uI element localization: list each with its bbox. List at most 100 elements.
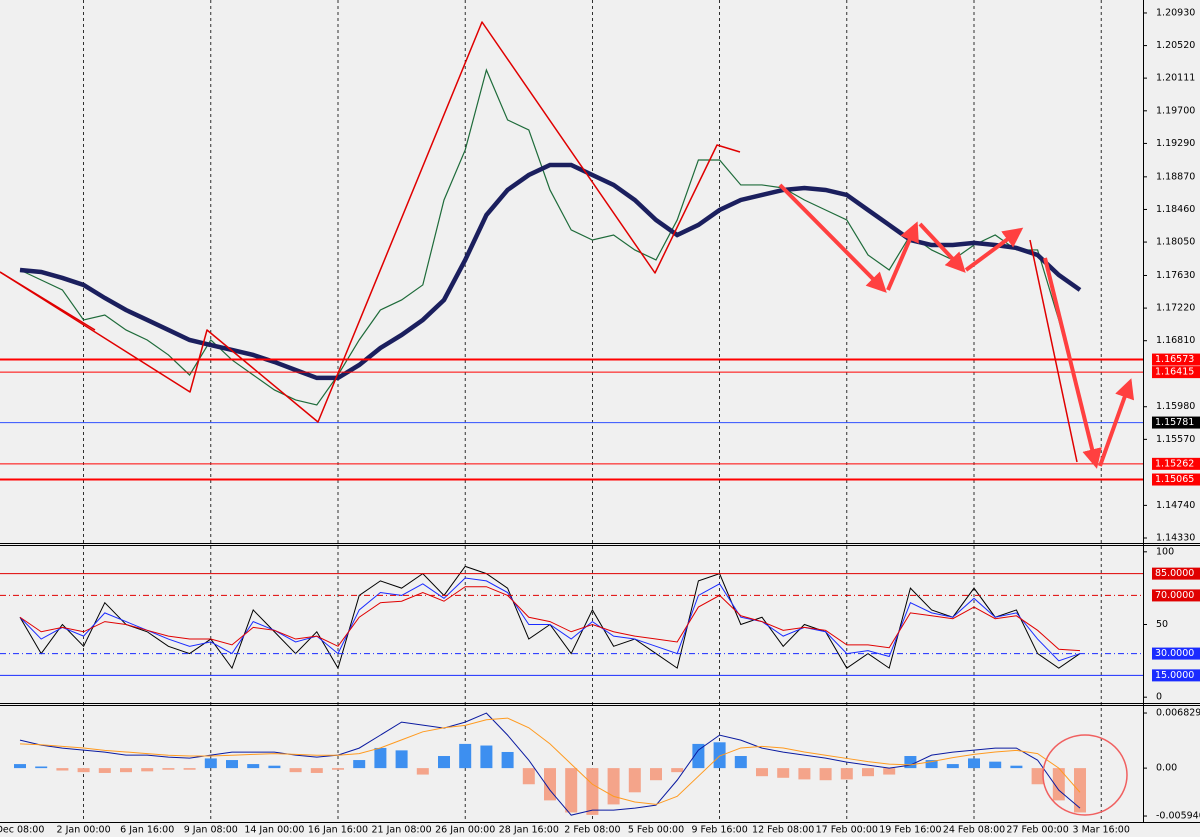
level-label-box [1152, 353, 1200, 366]
level-label-box [1152, 457, 1200, 470]
histogram-bar [756, 768, 768, 777]
x-tick-label: 21 Jan 08:00 [372, 825, 432, 836]
series-line [19, 68, 1081, 406]
y-tick-label: 1.17630 [1156, 270, 1195, 281]
y-tick-label: 1.20930 [1156, 7, 1195, 18]
annotations [0, 21, 1135, 816]
arrow [1043, 257, 1102, 469]
histogram-bar [862, 768, 874, 777]
histogram-bar [628, 768, 641, 793]
histogram-bar [268, 765, 281, 769]
y-tick-label: 1.18050 [1156, 237, 1195, 248]
y-tick-label: 1.16810 [1156, 335, 1195, 346]
histogram-bar [1074, 768, 1086, 813]
level-label-box [1152, 473, 1200, 486]
histogram-bar [289, 768, 302, 773]
histogram-bar [183, 768, 196, 770]
x-tick-label: 24 Feb 08:00 [943, 825, 1005, 836]
histogram-bar [204, 758, 217, 769]
y-tick-label: 1.17220 [1156, 303, 1195, 314]
histogram-bar [522, 768, 535, 785]
histogram-bar [438, 756, 450, 769]
histogram-bar [586, 768, 599, 815]
x-tick-label: 2 Jan 00:00 [57, 825, 111, 836]
histogram-bar [353, 760, 366, 769]
series-line [19, 717, 1081, 805]
arrow [886, 221, 919, 291]
zigzag [0, 21, 741, 423]
level-label: 15.0000 [1155, 670, 1194, 681]
level-label: 1.15781 [1155, 417, 1194, 428]
histogram-bar [777, 768, 790, 778]
histogram-bar [480, 745, 493, 769]
histogram-bar [671, 768, 684, 773]
y-tick-label: 1.18870 [1156, 171, 1195, 182]
histogram-bar [968, 758, 980, 769]
level-label: 1.16573 [1155, 354, 1194, 365]
histogram-bar [35, 766, 48, 769]
histogram-bar [1010, 765, 1023, 769]
series-line [19, 565, 1081, 670]
y-tick-label: 1.20520 [1156, 40, 1195, 51]
series-line [19, 712, 1081, 816]
histogram-bar [395, 750, 408, 769]
level-label: 85.0000 [1155, 568, 1194, 579]
histogram-bar [332, 768, 344, 770]
histogram-bar [650, 768, 662, 781]
histogram-bar [226, 760, 238, 769]
level-label-box [1152, 647, 1200, 660]
x-tick-label: 2 Feb 08:00 [564, 825, 620, 836]
x-tick-label: 14 Jan 00:00 [244, 825, 304, 836]
level-label-box [1152, 366, 1200, 379]
histogram-bar [946, 764, 959, 769]
histogram-bar [925, 760, 938, 769]
x-tick-label: 6 Jan 16:00 [120, 825, 174, 836]
y-tick-label: 0 [1156, 692, 1162, 703]
zigzag [0, 271, 96, 331]
x-tick-label: 16 Jan 16:00 [308, 825, 368, 836]
histogram-bar [416, 768, 429, 775]
level-label: 1.15262 [1155, 458, 1194, 469]
histogram-bar [544, 768, 556, 801]
histogram-bar [56, 768, 69, 771]
series-line [19, 162, 1082, 381]
histogram-bar [98, 768, 111, 773]
level-label-box [1152, 669, 1200, 682]
x-tick-label: 19 Feb 16:00 [879, 825, 941, 836]
histogram-bar [713, 742, 726, 769]
histogram-bar [162, 768, 175, 770]
arrow [778, 183, 887, 293]
x-tick-label: 9 Feb 16:00 [691, 825, 747, 836]
arrow [918, 222, 966, 273]
arrow [964, 227, 1024, 272]
histogram-bar [734, 756, 747, 769]
histogram-bar [247, 764, 260, 769]
histogram-bar [14, 764, 26, 769]
histogram-bar [77, 768, 90, 773]
series-line [19, 586, 1081, 652]
x-tick-label: Dec 08:00 [0, 825, 44, 836]
histogram-bar [904, 756, 917, 769]
x-tick-label: 12 Feb 08:00 [752, 825, 814, 836]
series-line [19, 577, 1081, 662]
y-tick-label: 100 [1156, 546, 1174, 557]
zigzag [1029, 239, 1078, 463]
histogram-bar [310, 768, 323, 773]
x-tick-label: 28 Jan 16:00 [499, 825, 559, 836]
histogram-bar [501, 751, 514, 769]
y-tick-label: 1.18460 [1156, 204, 1195, 215]
y-tick-label: 1.19290 [1156, 138, 1195, 149]
histogram-bar [989, 761, 1002, 769]
x-tick-label: 27 Feb 00:00 [1006, 825, 1068, 836]
y-tick-label: 1.14740 [1156, 500, 1195, 511]
y-tick-label: 50 [1156, 619, 1168, 630]
histogram-bar [141, 768, 154, 772]
level-label: 1.15065 [1155, 474, 1194, 485]
histogram-bar [565, 768, 578, 813]
x-tick-label: 9 Jan 08:00 [184, 825, 238, 836]
level-label: 30.0000 [1155, 648, 1194, 659]
histogram-bar [120, 768, 132, 773]
level-label-box [1152, 589, 1200, 602]
